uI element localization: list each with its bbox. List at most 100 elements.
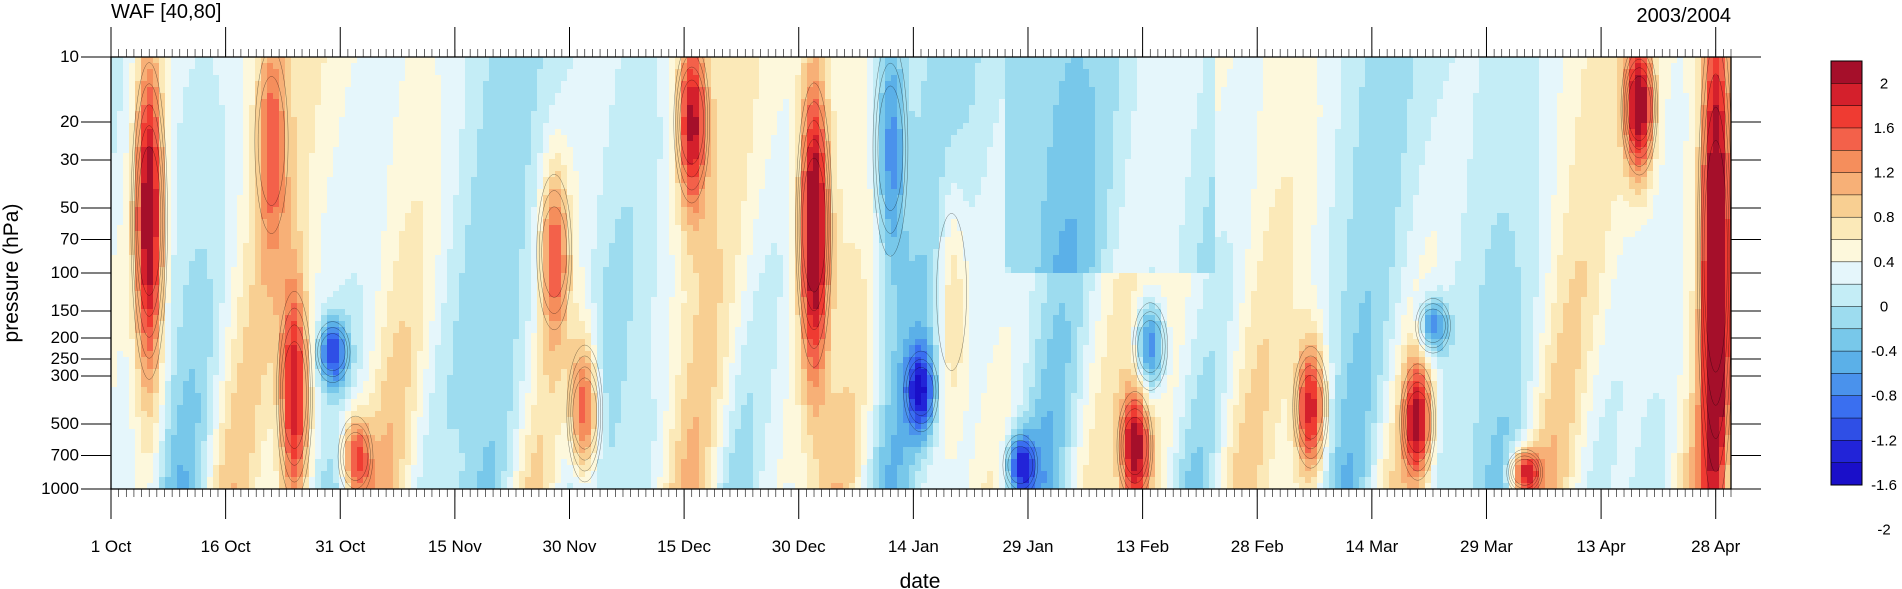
field-cell: [495, 141, 502, 148]
field-cell: [291, 405, 298, 412]
field-cell: [111, 315, 118, 322]
field-cell: [291, 447, 298, 454]
field-cell: [519, 315, 526, 322]
field-cell: [375, 297, 382, 304]
field-cell: [297, 321, 304, 328]
field-cell: [177, 483, 184, 489]
field-cell: [291, 345, 298, 352]
field-cell: [441, 279, 448, 286]
field-cell: [405, 237, 412, 244]
field-cell: [183, 57, 190, 64]
field-cell: [507, 321, 514, 328]
field-cell: [369, 255, 376, 262]
field-cell: [255, 363, 262, 370]
field-cell: [489, 375, 496, 382]
field-cell: [165, 453, 172, 460]
field-cell: [411, 165, 418, 172]
field-cell: [189, 417, 196, 424]
field-cell: [345, 477, 352, 484]
field-cell: [273, 411, 280, 418]
field-cell: [123, 453, 130, 460]
field-cell: [225, 159, 232, 166]
field-cell: [153, 345, 160, 352]
field-cell: [267, 285, 274, 292]
field-cell: [273, 171, 280, 178]
field-cell: [339, 417, 346, 424]
field-cell: [351, 141, 358, 148]
field-cell: [237, 81, 244, 88]
field-cell: [351, 225, 358, 232]
field-cell: [141, 261, 148, 268]
field-cell: [147, 297, 154, 304]
field-cell: [369, 315, 376, 322]
field-cell: [429, 87, 436, 94]
field-cell: [501, 249, 508, 256]
field-cell: [111, 93, 118, 100]
field-cell: [435, 177, 442, 184]
field-cell: [477, 375, 484, 382]
field-cell: [483, 207, 490, 214]
field-cell: [357, 117, 364, 124]
field-cell: [273, 195, 280, 202]
field-cell: [489, 297, 496, 304]
field-cell: [135, 459, 142, 466]
field-cell: [363, 303, 370, 310]
field-cell: [441, 159, 448, 166]
field-cell: [177, 321, 184, 328]
field-cell: [135, 363, 142, 370]
field-cell: [387, 333, 394, 340]
field-cell: [441, 429, 448, 436]
field-cell: [387, 369, 394, 376]
field-cell: [165, 351, 172, 358]
field-cell: [495, 381, 502, 388]
field-cell: [117, 147, 124, 154]
field-cell: [519, 453, 526, 460]
field-cell: [297, 111, 304, 118]
field-cell: [501, 117, 508, 124]
field-cell: [111, 237, 118, 244]
field-cell: [243, 171, 250, 178]
field-cell: [429, 303, 436, 310]
field-cell: [513, 387, 520, 394]
field-cell: [273, 315, 280, 322]
field-cell: [339, 195, 346, 202]
field-cell: [291, 363, 298, 370]
field-cell: [351, 435, 358, 442]
field-cell: [189, 63, 196, 70]
field-cell: [225, 267, 232, 274]
field-cell: [345, 447, 352, 454]
field-cell: [195, 117, 202, 124]
field-cell: [435, 345, 442, 352]
field-cell: [309, 111, 316, 118]
field-cell: [351, 117, 358, 124]
field-cell: [171, 423, 178, 430]
field-cell: [237, 375, 244, 382]
field-cell: [447, 321, 454, 328]
field-cell: [387, 237, 394, 244]
field-cell: [207, 309, 214, 316]
field-cell: [213, 243, 220, 250]
field-cell: [231, 423, 238, 430]
field-cell: [381, 291, 388, 298]
field-cell: [111, 87, 118, 94]
field-cell: [147, 255, 154, 262]
field-cell: [513, 243, 520, 250]
field-cell: [153, 387, 160, 394]
field-cell: [327, 231, 334, 238]
field-cell: [327, 99, 334, 106]
field-cell: [417, 435, 424, 442]
field-cell: [267, 57, 274, 64]
field-cell: [243, 219, 250, 226]
field-cell: [231, 429, 238, 436]
field-cell: [261, 147, 268, 154]
field-cell: [297, 435, 304, 442]
field-cell: [243, 81, 250, 88]
field-cell: [207, 231, 214, 238]
field-cell: [471, 183, 478, 190]
field-cell: [417, 177, 424, 184]
field-cell: [255, 411, 262, 418]
field-cell: [123, 225, 130, 232]
field-cell: [147, 339, 154, 346]
field-cell: [135, 81, 142, 88]
field-cell: [339, 243, 346, 250]
